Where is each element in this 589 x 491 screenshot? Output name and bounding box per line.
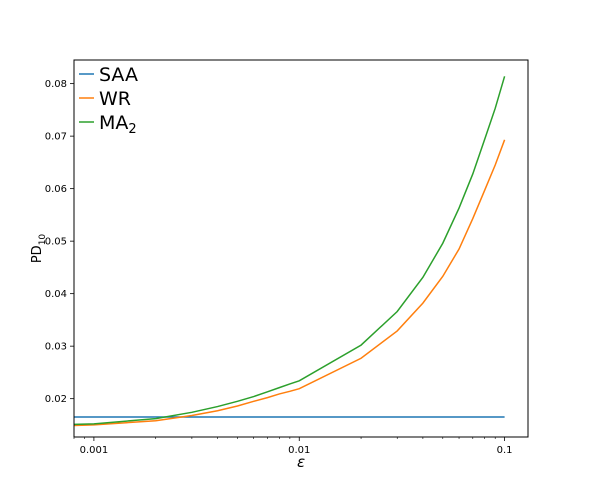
legend-label: SAA bbox=[99, 64, 138, 86]
legend-label: WR bbox=[99, 88, 131, 110]
y-axis-label-main: PD bbox=[30, 245, 45, 263]
y-tick-label: 0.05 bbox=[45, 237, 67, 248]
series-line-wr bbox=[73, 139, 506, 427]
legend-label: MA2 bbox=[99, 112, 137, 137]
y-axis-label: PD10 bbox=[30, 234, 48, 264]
y-tick-label: 0.07 bbox=[45, 132, 67, 143]
x-tick-label: 0.1 bbox=[497, 445, 513, 456]
x-tick-label: 0.01 bbox=[288, 445, 310, 456]
series-line-ma2 bbox=[73, 76, 506, 426]
x-axis: 0.001 0.01 0.1 bbox=[73, 437, 513, 456]
y-tick-label: 0.06 bbox=[45, 184, 67, 195]
y-tick-label: 0.08 bbox=[45, 79, 67, 90]
series-layer bbox=[73, 76, 506, 427]
x-axis-label: ε bbox=[297, 453, 305, 471]
y-tick-label: 0.02 bbox=[45, 394, 67, 405]
x-tick-label: 0.001 bbox=[80, 445, 109, 456]
y-axis: 0.02 0.03 0.04 0.05 0.06 0.07 0.08 bbox=[45, 79, 74, 405]
y-axis-label-subscript: 10 bbox=[38, 234, 48, 246]
plot-frame bbox=[73, 59, 529, 438]
y-tick-label: 0.03 bbox=[45, 342, 67, 353]
y-tick-label: 0.04 bbox=[45, 289, 67, 300]
